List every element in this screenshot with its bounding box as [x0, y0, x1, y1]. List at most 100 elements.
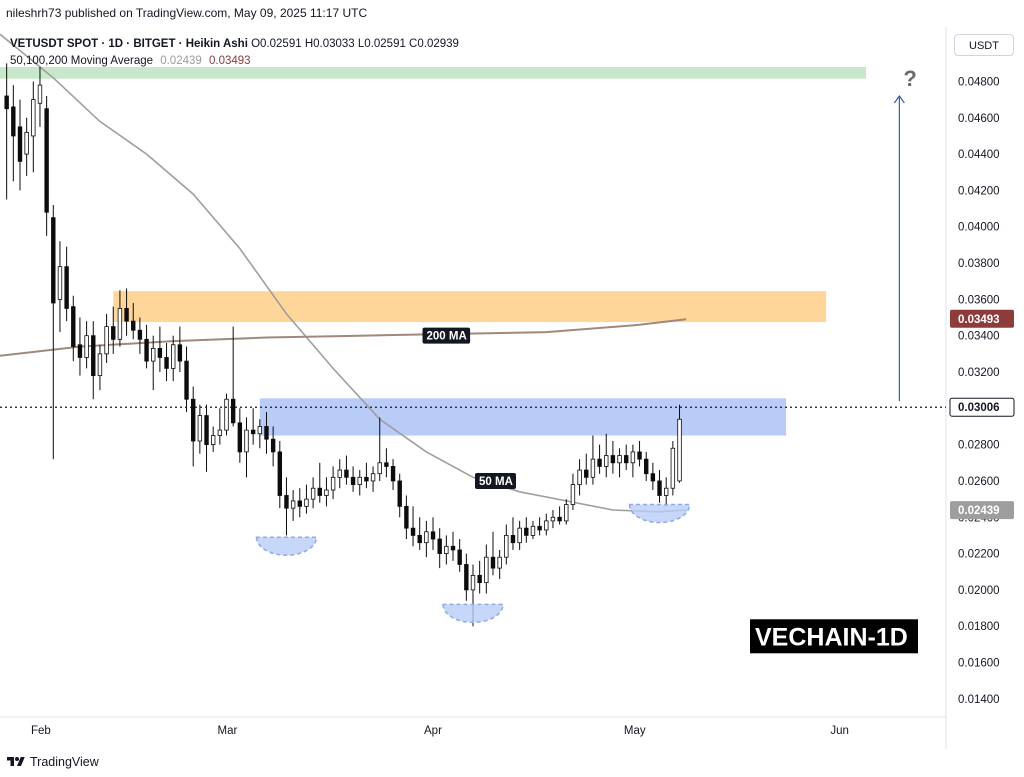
- candle[interactable]: [390, 466, 396, 482]
- candle[interactable]: [457, 549, 462, 565]
- candle[interactable]: [151, 347, 156, 362]
- candle[interactable]: [424, 531, 429, 544]
- candle[interactable]: [24, 131, 29, 155]
- candle[interactable]: [277, 451, 283, 496]
- candle[interactable]: [164, 357, 169, 369]
- legend-ma-label[interactable]: 50,100,200 Moving Average: [10, 55, 154, 67]
- candle[interactable]: [304, 498, 309, 507]
- candle[interactable]: [17, 126, 23, 162]
- candle[interactable]: [370, 473, 376, 482]
- candle[interactable]: [504, 535, 509, 558]
- candle[interactable]: [497, 556, 502, 569]
- ma200-line[interactable]: [0, 318, 687, 357]
- candle[interactable]: [604, 455, 609, 467]
- candle[interactable]: [237, 422, 243, 453]
- candle[interactable]: [344, 469, 349, 478]
- candle[interactable]: [577, 469, 582, 485]
- candle[interactable]: [537, 525, 542, 531]
- zone-resistance[interactable]: [113, 291, 827, 323]
- candle[interactable]: [657, 480, 662, 496]
- candle[interactable]: [364, 476, 369, 482]
- candle[interactable]: [290, 500, 296, 509]
- candle[interactable]: [84, 335, 89, 358]
- candle[interactable]: [77, 344, 83, 358]
- candle[interactable]: [484, 556, 489, 584]
- candle[interactable]: [510, 535, 516, 544]
- candle[interactable]: [97, 353, 103, 377]
- candle[interactable]: [131, 320, 136, 331]
- candle[interactable]: [617, 455, 622, 464]
- candle[interactable]: [204, 415, 209, 446]
- candle[interactable]: [217, 429, 223, 436]
- candle[interactable]: [190, 398, 196, 442]
- candle[interactable]: [470, 574, 476, 591]
- candle[interactable]: [330, 476, 336, 491]
- candle[interactable]: [257, 426, 263, 435]
- candle[interactable]: [230, 398, 236, 424]
- candle[interactable]: [450, 545, 456, 551]
- legend-symbol[interactable]: VETUSDT SPOT · 1D · BITGET · Heikin Ashi: [10, 38, 248, 50]
- candle[interactable]: [250, 429, 256, 435]
- zone-target[interactable]: [0, 66, 867, 79]
- candle[interactable]: [31, 99, 36, 137]
- currency-selector[interactable]: USDT: [954, 34, 1014, 56]
- candle[interactable]: [590, 458, 596, 478]
- candle[interactable]: [437, 538, 442, 554]
- candle[interactable]: [64, 266, 69, 309]
- candle[interactable]: [464, 564, 469, 591]
- candle[interactable]: [650, 473, 656, 482]
- candle[interactable]: [557, 516, 562, 522]
- candle[interactable]: [630, 451, 636, 464]
- candle[interactable]: [530, 525, 536, 536]
- candle[interactable]: [71, 306, 76, 347]
- candle[interactable]: [197, 415, 203, 442]
- candle[interactable]: [157, 347, 163, 358]
- candle[interactable]: [663, 487, 669, 496]
- candle[interactable]: [171, 344, 176, 369]
- candle[interactable]: [324, 489, 329, 496]
- candle[interactable]: [11, 106, 16, 137]
- candle[interactable]: [624, 455, 629, 464]
- candle[interactable]: [637, 451, 642, 460]
- candle[interactable]: [670, 447, 676, 489]
- candle[interactable]: [317, 487, 322, 496]
- candle[interactable]: [357, 476, 362, 485]
- candle[interactable]: [224, 398, 229, 431]
- candle[interactable]: [184, 360, 189, 400]
- candle[interactable]: [244, 429, 249, 453]
- candle[interactable]: [350, 476, 356, 485]
- candle[interactable]: [51, 217, 56, 304]
- footer-brand[interactable]: TradingView: [30, 755, 99, 769]
- candle[interactable]: [564, 504, 569, 522]
- candle[interactable]: [44, 108, 49, 213]
- candle[interactable]: [111, 326, 116, 340]
- candle[interactable]: [417, 535, 422, 544]
- candle[interactable]: [477, 574, 482, 584]
- candle[interactable]: [137, 329, 143, 340]
- candle[interactable]: [517, 527, 522, 544]
- candle[interactable]: [430, 531, 436, 540]
- candle[interactable]: [124, 308, 129, 322]
- candle[interactable]: [210, 435, 216, 446]
- candle[interactable]: [104, 326, 109, 355]
- candle[interactable]: [584, 469, 589, 478]
- candle[interactable]: [284, 495, 289, 509]
- candle[interactable]: [117, 308, 123, 340]
- candle[interactable]: [404, 505, 409, 529]
- candle[interactable]: [644, 458, 649, 475]
- candle[interactable]: [444, 545, 449, 554]
- candle[interactable]: [597, 458, 602, 467]
- candle[interactable]: [377, 462, 382, 475]
- candle[interactable]: [490, 556, 496, 569]
- candle[interactable]: [57, 266, 63, 300]
- candle[interactable]: [270, 438, 276, 453]
- candle[interactable]: [297, 500, 302, 507]
- candle[interactable]: [570, 484, 576, 505]
- candle[interactable]: [397, 480, 402, 507]
- candle[interactable]: [610, 455, 616, 464]
- candle[interactable]: [384, 462, 389, 467]
- candle[interactable]: [4, 95, 9, 110]
- tradingview-logo-icon[interactable]: [6, 755, 26, 769]
